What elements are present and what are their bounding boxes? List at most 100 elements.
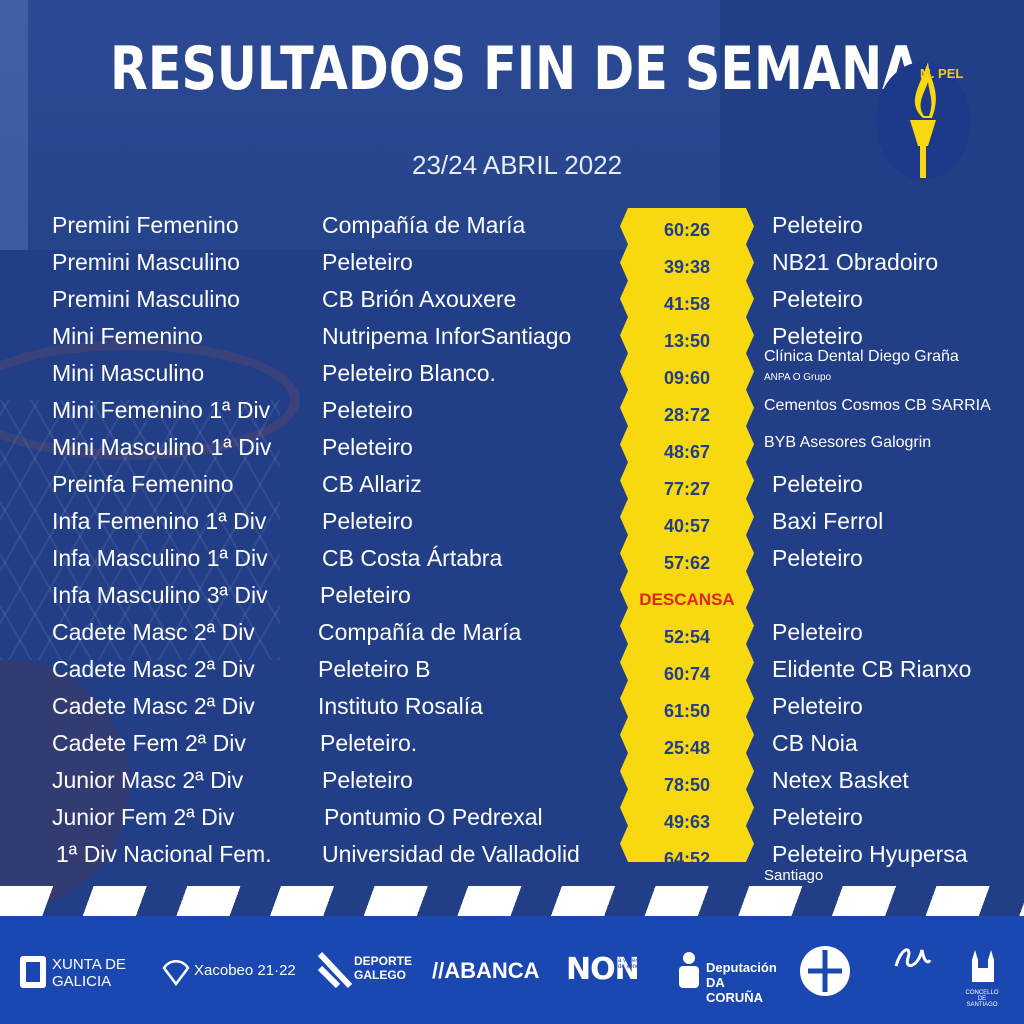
concello-logo [968, 946, 998, 991]
result-home-team: CB Allariz [322, 471, 422, 497]
result-score: 61:50 [663, 701, 711, 721]
result-home-team: Instituto Rosalía [318, 693, 483, 719]
background-hoop [0, 340, 300, 460]
result-home-team: Universidad de Valladolid [322, 841, 580, 867]
result-score: 78:50 [663, 775, 711, 795]
result-away-team: BYB Asesores Galogrin [764, 434, 932, 451]
result-score: 52:54 [663, 627, 711, 647]
result-score: 60:26 [663, 220, 711, 240]
deporte-text: DEPORTE GALEGO [354, 954, 413, 982]
result-score: 48:67 [663, 442, 711, 462]
result-score: 41:58 [663, 294, 711, 314]
result-category: Premini Masculino [52, 286, 240, 312]
result-home-team: CB Costa Ártabra [322, 545, 503, 571]
result-away-team: Peleteiro [772, 286, 863, 312]
non-subtext: á violencia de xénero [618, 958, 647, 970]
cathedral-icon [972, 950, 994, 982]
xunta-shield-icon [20, 956, 46, 988]
deputacion-crest-icon [679, 952, 699, 988]
stripe-band [0, 886, 1024, 916]
santiago-logo [892, 942, 932, 979]
non-logo: NON [566, 952, 640, 987]
result-score: 60:74 [663, 664, 711, 684]
result-score: 57:62 [663, 553, 711, 573]
result-away-team: Elidente CB Rianxo [772, 656, 972, 682]
result-home-team: Nutripema InforSantiago [322, 323, 572, 349]
torch-icon [876, 62, 970, 180]
result-home-team: Peleteiro [322, 249, 413, 275]
result-away-subtitle: Santiago [764, 867, 824, 884]
result-home-team: Compañía de María [318, 619, 522, 645]
santiago-san-icon [894, 948, 932, 967]
result-category: Infa Masculino 1ª Div [52, 545, 268, 571]
result-home-team: Peleteiro [322, 767, 413, 793]
result-away-team: Peleteiro [772, 804, 863, 830]
result-away-team: Clínica Dental Diego Graña [764, 348, 959, 365]
result-category: Mini Masculino 1ª Div [52, 434, 272, 460]
result-score: 64:52 [663, 849, 711, 869]
club-logo-text: M. PEL [920, 66, 964, 81]
result-away-team: Peleteiro [772, 693, 863, 719]
result-score: 49:63 [663, 812, 711, 832]
result-score: 13:50 [663, 331, 711, 351]
result-score: DESCANSA [639, 590, 735, 609]
deputacion-logo [676, 950, 702, 995]
result-home-team: Compañía de María [322, 212, 526, 238]
xunta-text: XUNTA DE GALICIA [52, 956, 126, 990]
result-away-team: Peleteiro Hyupersa [772, 841, 968, 867]
concello-text: CONCELLO DE SANTIAGO [965, 990, 999, 1008]
result-category: Mini Femenino 1ª Div [52, 397, 271, 423]
deporte-mark-icon [317, 951, 353, 989]
background-photo-edge [0, 0, 28, 250]
result-score: 39:38 [663, 257, 711, 277]
deputacion-text: Deputación DA CORUÑA [706, 960, 777, 1005]
result-away-team: Peleteiro [772, 619, 863, 645]
result-category: Preinfa Femenino [52, 471, 234, 497]
result-away-team: Peleteiro [772, 323, 863, 349]
result-home-team: Peleteiro Blanco. [322, 360, 496, 386]
result-home-team: Peleteiro. [320, 730, 418, 756]
stripe-pattern [0, 886, 1024, 916]
result-category: Premini Masculino [52, 249, 240, 275]
result-category: Mini Femenino [52, 323, 203, 349]
sponsor-footer [0, 916, 1024, 1024]
result-away-team: Peleteiro [772, 545, 863, 571]
club-logo [876, 62, 970, 180]
result-home-team: Peleteiro [322, 508, 413, 534]
result-score: 40:57 [663, 516, 711, 536]
result-away-team: Peleteiro [772, 212, 863, 238]
xacobeo-text: Xacobeo 21·22 [194, 962, 296, 979]
basketball-logo-icon [800, 946, 850, 996]
result-category: Cadete Masc 2ª Div [52, 693, 255, 719]
result-home-team: Peleteiro B [318, 656, 431, 682]
result-away-team: Peleteiro [772, 471, 863, 497]
abanca-logo: //ABANCA [432, 958, 540, 983]
result-category: 1ª Div Nacional Fem. [56, 841, 272, 867]
background-photo-panel [0, 0, 720, 250]
result-category: Infa Masculino 3ª Div [52, 582, 268, 608]
result-away-subtitle: ANPA O Grupo [764, 372, 832, 383]
xacobeo-logo [162, 958, 190, 991]
result-away-team: NB21 Obradoiro [772, 249, 939, 275]
result-away-team: Cementos Cosmos CB SARRIA [764, 397, 991, 414]
result-score: 25:48 [663, 738, 711, 758]
result-home-team: CB Brión Axouxere [322, 286, 517, 312]
score-column: 60:26 39:38 41:58 13:50 09:60 28:72 48:67 77:27… [620, 208, 754, 869]
result-category: Infa Femenino 1ª Div [52, 508, 267, 534]
result-away-team: CB Noia [772, 730, 858, 756]
xunta-logo [18, 954, 48, 995]
result-category: Cadete Masc 2ª Div [52, 619, 255, 645]
result-category: Junior Fem 2ª Div [52, 804, 235, 830]
result-home-team: Peleteiro [322, 434, 413, 460]
result-away-team: Netex Basket [772, 767, 909, 793]
background-net [0, 400, 280, 660]
result-score: 77:27 [663, 479, 711, 499]
scallop-icon [162, 959, 190, 987]
result-home-team: Peleteiro [320, 582, 411, 608]
result-category: Cadete Masc 2ª Div [52, 656, 255, 682]
result-category: Premini Femenino [52, 212, 239, 238]
result-score: 28:72 [663, 405, 711, 425]
page-date: 23/24 ABRIL 2022 [412, 150, 623, 180]
result-category: Junior Masc 2ª Div [52, 767, 244, 793]
score-badge-strip [620, 208, 754, 862]
